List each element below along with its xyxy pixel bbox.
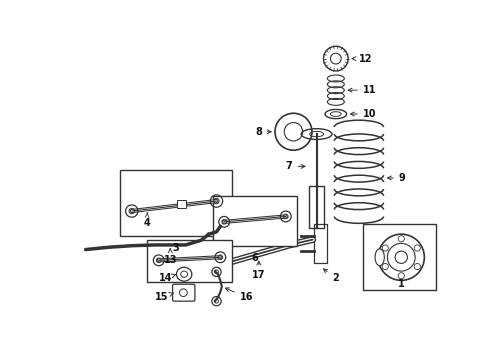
Text: 11: 11 xyxy=(348,85,376,95)
Circle shape xyxy=(414,264,420,270)
Bar xyxy=(147,239,232,282)
Text: 4: 4 xyxy=(144,213,150,229)
Circle shape xyxy=(382,245,389,251)
Text: 1: 1 xyxy=(398,279,405,289)
Text: 16: 16 xyxy=(225,288,253,302)
Text: 10: 10 xyxy=(350,109,376,119)
Bar xyxy=(120,170,232,236)
Text: 15: 15 xyxy=(155,292,174,302)
Ellipse shape xyxy=(176,267,192,281)
Text: 7: 7 xyxy=(286,161,305,171)
Text: 12: 12 xyxy=(352,54,372,64)
Text: 2: 2 xyxy=(323,269,339,283)
Bar xyxy=(314,224,326,263)
Text: 13: 13 xyxy=(164,249,177,265)
Bar xyxy=(213,195,297,246)
Bar xyxy=(309,186,324,228)
Ellipse shape xyxy=(375,249,384,266)
Text: 8: 8 xyxy=(255,127,271,137)
Text: 17: 17 xyxy=(252,261,266,280)
Circle shape xyxy=(398,236,404,242)
Text: 5: 5 xyxy=(186,289,193,300)
Text: 6: 6 xyxy=(251,253,258,264)
Bar xyxy=(177,200,187,208)
Circle shape xyxy=(414,245,420,251)
Text: 9: 9 xyxy=(388,173,406,183)
Circle shape xyxy=(382,264,389,270)
Bar xyxy=(363,224,436,289)
Text: 14: 14 xyxy=(159,273,175,283)
Text: 3: 3 xyxy=(172,243,179,253)
FancyBboxPatch shape xyxy=(172,284,195,301)
Circle shape xyxy=(398,273,404,279)
